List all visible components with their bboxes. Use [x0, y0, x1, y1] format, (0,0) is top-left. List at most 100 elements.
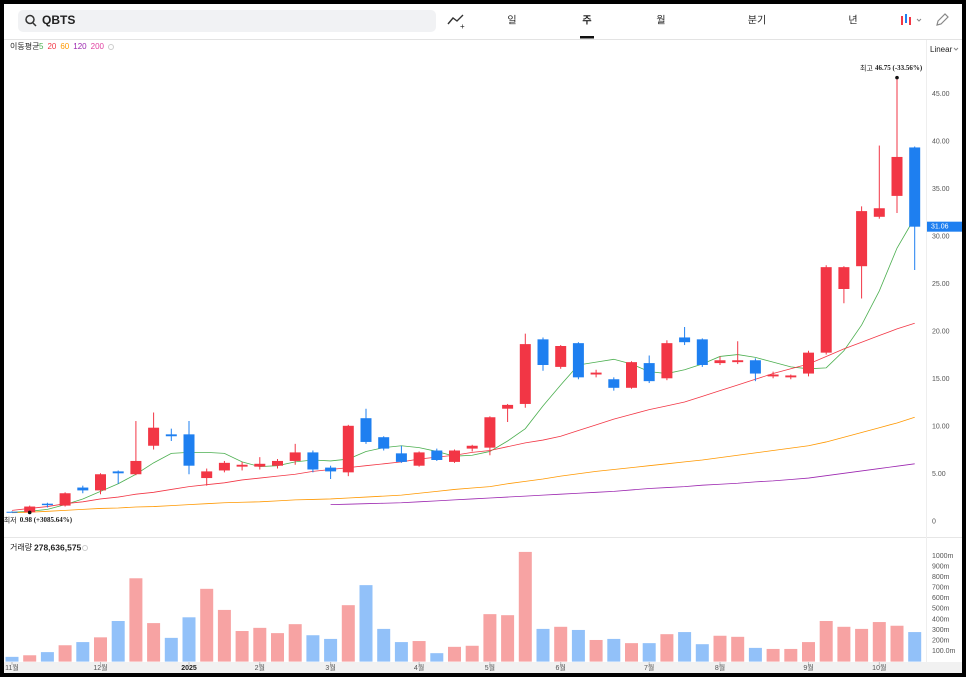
candle-body — [6, 511, 18, 513]
y-tick-label: 200m — [932, 637, 950, 644]
candle-body — [732, 360, 744, 363]
candle-body — [696, 339, 708, 365]
volume-bar — [164, 637, 178, 662]
y-tick-label: 20.00 — [932, 329, 950, 336]
candle-body — [59, 493, 71, 506]
volume-bar — [288, 624, 302, 662]
tab[interactable]: 일 — [507, 15, 516, 27]
annotation-label: 최저 — [4, 515, 17, 524]
volume-bar — [448, 646, 461, 662]
candle-body — [484, 417, 496, 448]
volume-bar — [377, 628, 391, 662]
volume-bar — [784, 648, 798, 662]
ma-legend-item: 60 — [60, 42, 69, 51]
volume-bar — [217, 609, 231, 662]
volume-bar — [76, 642, 90, 662]
y-tick-label: 10.00 — [932, 424, 950, 431]
dropdown-icon[interactable] — [916, 18, 922, 22]
candle-body — [838, 267, 850, 289]
candle-body — [41, 503, 53, 506]
y-tick-label: 0 — [932, 519, 936, 526]
x-axis-band — [4, 662, 962, 673]
candle-body — [272, 460, 283, 466]
y-tick-label: 45.00 — [932, 91, 950, 98]
candle-body — [466, 445, 478, 449]
ma-line — [11, 416, 915, 514]
indicator-icon[interactable] — [447, 14, 464, 25]
annotation-text: 0.98 (+3085.64%) — [20, 516, 73, 524]
candle-body — [856, 211, 868, 267]
candle-body — [714, 360, 726, 364]
volume-bar — [766, 648, 780, 662]
volume-bar — [253, 627, 267, 662]
x-tick-label: 6월 — [556, 663, 566, 672]
y-tick-label: 5.00 — [932, 471, 946, 478]
candle-body — [236, 464, 248, 467]
x-tick-label: 5월 — [485, 663, 495, 672]
volume-bar — [837, 626, 851, 662]
volume-bar — [890, 625, 904, 662]
candle-body — [95, 474, 106, 491]
volume-bar — [306, 635, 320, 662]
scale-label[interactable]: Linear — [930, 45, 953, 54]
tab[interactable]: 년 — [848, 15, 857, 27]
volume-bar — [589, 639, 603, 662]
candle-body — [572, 343, 584, 378]
indicator-icon: + — [460, 22, 465, 31]
volume-bar — [23, 655, 37, 662]
volume-bar — [5, 656, 19, 662]
volume-bar — [324, 638, 338, 662]
volume-bar — [908, 632, 922, 662]
chart-type-icon[interactable] — [901, 16, 903, 25]
symbol[interactable]: QBTS — [42, 13, 75, 27]
candle-body — [749, 360, 761, 374]
volume-bar — [58, 645, 72, 662]
volume-bar — [554, 626, 568, 662]
volume-bar — [713, 635, 727, 662]
volume-bar — [660, 634, 674, 662]
candle-body — [431, 450, 443, 460]
candle-body — [183, 434, 195, 466]
volume-bar — [872, 622, 886, 662]
y-tick-label: 900m — [932, 564, 950, 571]
volume-bar — [625, 643, 638, 662]
candle-body — [626, 362, 637, 388]
candle-body — [289, 452, 301, 461]
tab[interactable]: 분기 — [748, 15, 766, 27]
candle-body — [820, 267, 832, 353]
volume-bar — [642, 643, 656, 662]
volume-bar — [518, 551, 532, 662]
annotation-label: 최고 — [860, 63, 873, 72]
x-tick-label: 2월 — [255, 663, 265, 672]
settings-icon[interactable] — [107, 44, 114, 50]
dropdown-icon[interactable] — [953, 47, 959, 51]
chart-type-icon[interactable] — [909, 17, 911, 25]
annotation-dot — [895, 75, 899, 80]
candle-body — [679, 337, 691, 343]
x-tick-label: 9월 — [803, 663, 813, 672]
x-tick-label: 2025 — [181, 665, 197, 672]
tab[interactable]: 주 — [582, 15, 591, 27]
volume-bar — [571, 629, 585, 662]
last-price-label: 31.06 — [931, 224, 949, 231]
volume-bar — [182, 617, 196, 662]
candle-body — [165, 434, 177, 437]
candle-body — [254, 463, 266, 467]
search-box[interactable] — [18, 10, 436, 32]
candle-body — [148, 427, 160, 446]
settings-icon[interactable] — [82, 545, 88, 551]
ma-legend-title: 이동평균 — [10, 41, 39, 51]
y-tick-label: 500m — [932, 606, 950, 613]
chart-type-icon[interactable] — [905, 14, 907, 23]
candle-body — [360, 418, 372, 442]
candle-body — [873, 208, 885, 217]
candle-body — [24, 506, 36, 513]
volume-bar — [731, 636, 745, 662]
draw-icon[interactable] — [936, 13, 949, 26]
tab[interactable]: 월 — [656, 15, 665, 27]
y-tick-label: 700m — [932, 585, 950, 592]
y-tick-label: 400m — [932, 616, 950, 623]
candle-body — [413, 452, 425, 466]
candle-body — [77, 487, 89, 491]
candle-body — [767, 374, 779, 377]
